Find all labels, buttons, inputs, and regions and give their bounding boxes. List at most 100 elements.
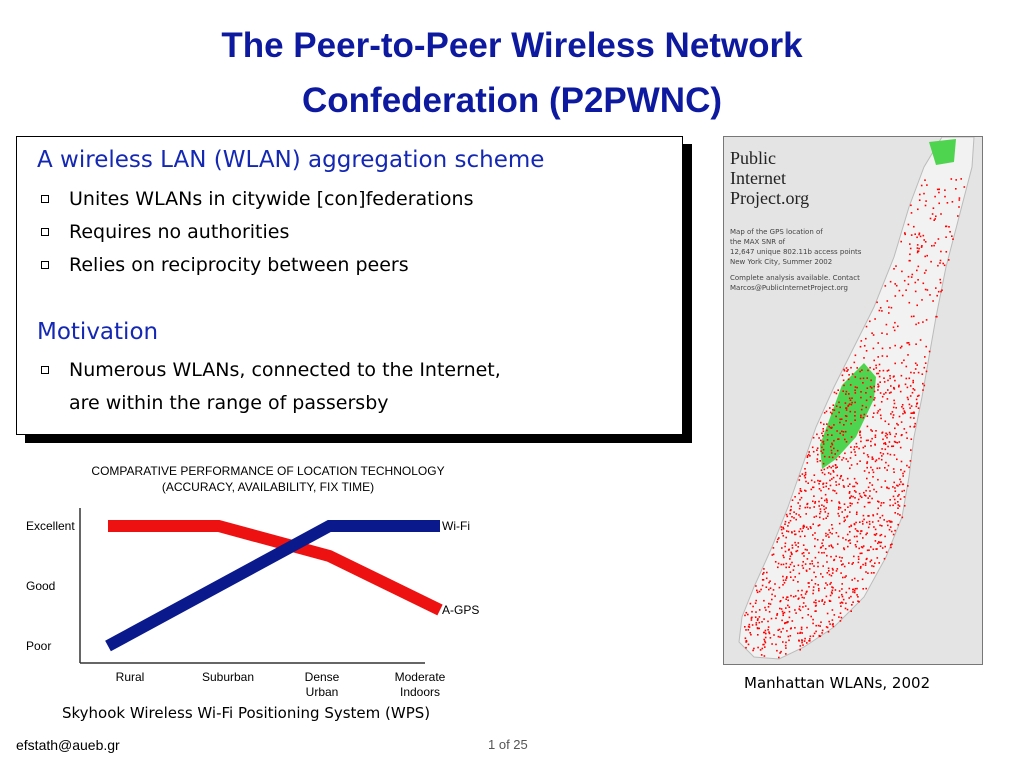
access-point-dot (935, 215, 937, 218)
access-point-dot (873, 385, 875, 388)
access-point-dot (870, 466, 872, 469)
access-point-dot (818, 589, 820, 592)
access-point-dot (849, 539, 851, 541)
access-point-dot (763, 618, 765, 620)
access-point-dot (820, 621, 822, 623)
access-point-dot (826, 439, 829, 441)
access-point-dot (847, 460, 849, 463)
access-point-dot (872, 347, 875, 350)
access-point-dot (806, 558, 809, 560)
access-point-dot (890, 385, 892, 387)
access-point-dot (840, 601, 843, 604)
access-point-dot (829, 623, 831, 625)
access-point-dot (870, 559, 873, 561)
access-point-dot (822, 518, 825, 520)
access-point-dot (806, 462, 809, 464)
access-point-dot (867, 486, 870, 489)
access-point-dot (767, 626, 770, 628)
access-point-dot (907, 223, 910, 226)
access-point-dot (830, 452, 833, 454)
access-point-dot (826, 572, 829, 574)
access-point-dot (769, 603, 772, 605)
access-point-dot (812, 635, 815, 637)
access-point-dot (889, 504, 891, 507)
access-point-dot (817, 551, 820, 554)
access-point-dot (864, 562, 867, 564)
access-point-dot (864, 495, 867, 497)
access-point-dot (804, 489, 806, 492)
access-point-dot (789, 635, 792, 637)
map-desc-line: Complete analysis available. Contact (730, 274, 860, 282)
access-point-dot (817, 561, 819, 564)
access-point-dot (763, 655, 766, 657)
access-point-dot (916, 395, 919, 397)
access-point-dot (901, 516, 904, 519)
access-point-dot (857, 558, 860, 560)
access-point-dot (880, 541, 883, 544)
square-bullet-icon (41, 366, 51, 376)
access-point-dot (913, 417, 915, 419)
access-point-dot (826, 612, 829, 615)
footer-page-number: 1 of 25 (488, 737, 528, 752)
access-point-dot (879, 381, 881, 383)
access-point-dot (869, 366, 871, 369)
access-point-dot (801, 639, 803, 641)
access-point-dot (852, 485, 854, 488)
access-point-dot (785, 641, 787, 644)
access-point-dot (945, 225, 948, 228)
access-point-dot (759, 649, 762, 651)
access-point-dot (782, 563, 785, 566)
access-point-dot (945, 236, 947, 238)
access-point-dot (831, 412, 833, 415)
access-point-dot (893, 329, 896, 332)
access-point-dot (906, 386, 909, 389)
access-point-dot (779, 600, 782, 602)
access-point-dot (845, 602, 847, 605)
access-point-dot (845, 575, 847, 577)
access-point-dot (923, 239, 925, 241)
access-point-dot (797, 542, 800, 544)
access-point-dot (819, 516, 821, 519)
access-point-dot (879, 452, 882, 454)
access-point-dot (796, 549, 799, 552)
access-point-dot (845, 409, 848, 411)
access-point-dot (947, 259, 950, 261)
access-point-dot (784, 622, 787, 624)
access-point-dot (870, 445, 872, 447)
access-point-dot (824, 499, 826, 502)
access-point-dot (762, 643, 764, 646)
access-point-dot (772, 589, 775, 591)
access-point-dot (806, 506, 809, 509)
access-point-dot (922, 282, 925, 285)
access-point-dot (896, 484, 898, 487)
access-point-dot (893, 454, 896, 456)
access-point-dot (809, 635, 812, 638)
access-point-dot (881, 514, 884, 517)
access-point-dot (808, 568, 811, 570)
access-point-dot (819, 510, 822, 513)
access-point-dot (901, 406, 903, 408)
access-point-dot (889, 375, 891, 377)
access-point-dot (851, 563, 853, 565)
access-point-dot (818, 480, 821, 482)
access-point-dot (931, 245, 933, 247)
access-point-dot (917, 250, 920, 252)
access-point-dot (843, 486, 845, 488)
access-point-dot (821, 542, 823, 545)
access-point-dot (875, 459, 878, 461)
access-point-dot (901, 270, 903, 273)
access-point-dot (878, 562, 880, 564)
access-point-dot (909, 247, 912, 250)
access-point-dot (915, 343, 917, 345)
access-point-dot (811, 579, 813, 581)
access-point-dot (951, 201, 954, 203)
access-point-dot (812, 436, 815, 439)
access-point-dot (782, 554, 784, 557)
access-point-dot (840, 605, 842, 607)
access-point-dot (833, 559, 835, 562)
map-desc-line: New York City, Summer 2002 (730, 258, 832, 266)
access-point-dot (882, 502, 885, 504)
access-point-dot (885, 323, 888, 326)
map-desc-line: the MAX SNR of (730, 238, 786, 246)
access-point-dot (892, 416, 894, 419)
